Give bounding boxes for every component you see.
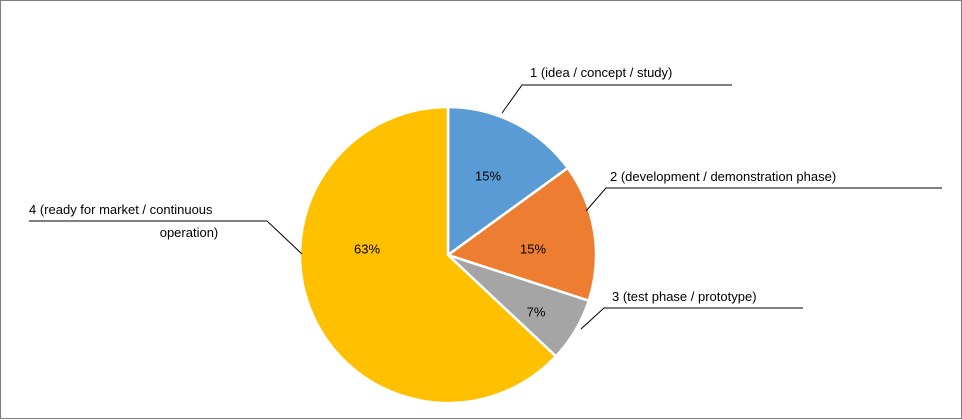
pie-slice-4 (298, 105, 558, 405)
slice-3-leader-line (580, 307, 803, 330)
slice-4-category-label-line-1: 4 (ready for market / continuous (29, 202, 213, 217)
pie-slice-2 (445, 166, 598, 303)
slice-2-leader-line (585, 187, 942, 212)
slice-1-leader-line (501, 84, 732, 114)
slice-4-percent-label: 63% (354, 241, 380, 256)
pie-slice-1 (446, 105, 570, 258)
slice-1-category-label: 1 (idea / concept / study) (530, 65, 672, 80)
slice-3-percent-label: 7% (527, 304, 546, 319)
slice-1-percent-label: 15% (475, 168, 501, 183)
slice-4-category-label-line-2: operation) (160, 225, 219, 240)
slice-2-percent-label: 15% (520, 241, 546, 256)
slice-2-category-label: 2 (development / demonstration phase) (610, 169, 836, 184)
slice-3-category-label: 3 (test phase / prototype) (612, 289, 757, 304)
slice-4-leader-line (29, 220, 303, 255)
